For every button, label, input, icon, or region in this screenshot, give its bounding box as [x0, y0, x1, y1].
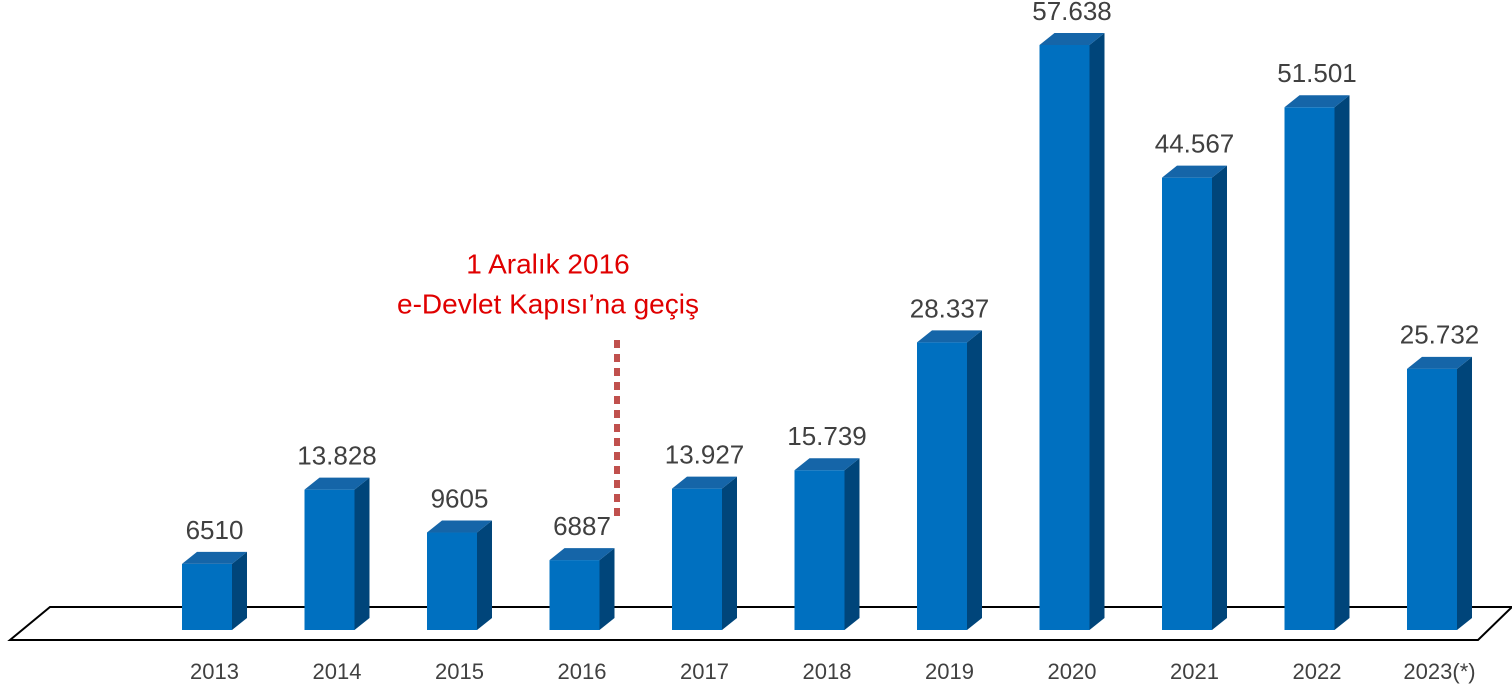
bar-side: [232, 551, 247, 630]
bar: [917, 342, 967, 630]
x-tick-label: 2016: [558, 659, 607, 684]
bar-top: [672, 476, 737, 489]
bar-side: [477, 520, 492, 630]
annotation: 1 Aralık 2016: [466, 248, 629, 279]
value-label: 44.567: [1155, 129, 1235, 159]
x-tick-label: 2017: [680, 659, 729, 684]
bar: [794, 470, 845, 630]
bar-top: [304, 477, 370, 490]
x-tick-label: 2019: [925, 659, 974, 684]
x-tick-label: 2021: [1170, 659, 1219, 684]
x-tick-label: 2014: [313, 659, 362, 684]
bar-top: [794, 458, 860, 471]
bar: [672, 488, 722, 630]
bar: [1407, 368, 1457, 630]
bar-side: [844, 458, 860, 630]
bar: [1162, 177, 1212, 630]
bar: [427, 532, 477, 630]
bar: [304, 489, 355, 630]
bar-side: [1334, 95, 1350, 630]
bar: [1284, 107, 1335, 630]
floor: [7, 606, 1512, 641]
x-tick-label: 2018: [803, 659, 852, 684]
bar-top: [917, 330, 982, 343]
bar-side: [1089, 33, 1105, 630]
bar-top: [1162, 165, 1227, 178]
value-label: 25.732: [1400, 320, 1480, 350]
bar: [549, 560, 600, 630]
value-label: 15.739: [787, 421, 867, 451]
value-label: 28.337: [910, 293, 990, 323]
bar-top: [1284, 95, 1350, 108]
bar-top: [1407, 356, 1472, 369]
x-tick-label: 2015: [435, 659, 484, 684]
value-label: 6510: [186, 515, 244, 545]
bar-side: [599, 548, 615, 630]
bar-side: [354, 477, 370, 630]
bar-side: [1457, 356, 1472, 630]
x-tick-label: 2022: [1293, 659, 1342, 684]
value-label: 13.828: [297, 441, 377, 471]
value-label: 51.501: [1277, 58, 1357, 88]
bar-top: [1039, 33, 1105, 45]
value-label: 6887: [553, 511, 611, 541]
x-tick-label: 2023(*): [1403, 659, 1475, 684]
bar-top: [182, 551, 247, 564]
x-tick-label: 2013: [190, 659, 239, 684]
value-label: 57.638: [1032, 0, 1112, 26]
value-label: 13.927: [665, 440, 745, 470]
bar-side: [722, 476, 737, 630]
annotation: e-Devlet Kapısı’na geçiş: [397, 288, 699, 319]
bar: [1039, 45, 1090, 630]
value-label: 9605: [431, 483, 489, 513]
bar-side: [967, 330, 982, 630]
bar-side: [1212, 165, 1227, 630]
x-tick-label: 2020: [1048, 659, 1097, 684]
bar-top: [427, 520, 492, 533]
bar: [182, 563, 232, 630]
bar-top: [549, 548, 615, 561]
